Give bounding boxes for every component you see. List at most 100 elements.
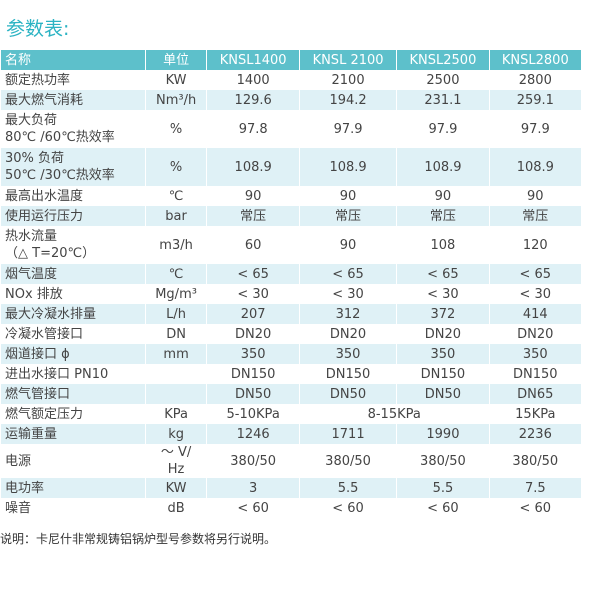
unit: dB [144,498,208,518]
unit: ℃ [144,264,208,284]
value: 350 [396,344,490,364]
column-header: KNSL 2100 [298,50,398,70]
unit: ℃ [144,186,208,206]
value: 90 [396,186,490,206]
value: 350 [206,344,300,364]
row-name: 燃气管接口 [0,384,146,404]
value: 常压 [298,206,398,226]
table-row: 运输重量 kg 1246 1711 1990 2236 [0,424,583,444]
table-row: 烟道接口 ϕ mm 350 350 350 350 [0,344,583,364]
value: 97.9 [396,110,490,148]
value: 380/50 [396,444,490,478]
value: 2236 [488,424,583,444]
row-name: 使用运行压力 [0,206,146,226]
value: 90 [488,186,583,206]
value: < 60 [206,498,300,518]
unit: Nm³/h [144,90,208,110]
table-row: 使用运行压力 bar 常压 常压 常压 常压 [0,206,583,226]
unit: ～ V/ Hz [144,444,208,478]
value: < 65 [488,264,583,284]
table-row: 电功率 KW 3 5.5 5.5 7.5 [0,478,583,498]
table-row: 最大负荷 80℃ /60℃热效率% 97.8 97.9 97.9 97.9 [0,110,583,148]
row-name: 最大负荷 80℃ /60℃热效率 [0,110,146,148]
spec-table: 名称 单位 KNSL1400 KNSL 2100 KNSL2500 KNSL2800 额定热… [0,50,583,518]
row-name: 额定热功率 [0,70,146,90]
value: 2100 [298,70,398,90]
value: 90 [298,186,398,206]
value: 108.9 [206,148,300,186]
value: 常压 [488,206,583,226]
value: 380/50 [206,444,300,478]
row-name: 噪音 [0,498,146,518]
unit: KW [144,478,208,498]
header-row: 名称 单位 KNSL1400 KNSL 2100 KNSL2500 KNSL2800 [0,50,583,70]
row-name: 最高出水温度 [0,186,146,206]
value: DN20 [298,324,398,344]
table-row: 冷凝水管接口 DN DN20 DN20 DN20 DN20 [0,324,583,344]
value: DN50 [206,384,300,404]
unit: KW [144,70,208,90]
value: DN150 [206,364,300,384]
value: 2500 [396,70,490,90]
table-row: 燃气额定压力 KPa 5-10KPa 8-15KPa 15KPa [0,404,583,424]
row-name: 运输重量 [0,424,146,444]
value: 1711 [298,424,398,444]
value: < 65 [298,264,398,284]
row-name: 进出水接口 PN10 [0,364,146,384]
value: DN20 [206,324,300,344]
table-row: 最大冷凝水排量 L/h 207 312 372 414 [0,304,583,324]
value: 380/50 [298,444,398,478]
value: 5.5 [396,478,490,498]
value: < 60 [298,498,398,518]
value: 350 [488,344,583,364]
value: 90 [298,226,398,264]
value: 207 [206,304,300,324]
table-row: NOx 排放 Mg/m³ < 30 < 30 < 30 < 30 [0,284,583,304]
value: 3 [206,478,300,498]
value: 7.5 [488,478,583,498]
value: < 30 [396,284,490,304]
value: 15KPa [488,404,583,424]
table-row: 电源～ V/ Hz 380/50 380/50 380/50 380/50 [0,444,583,478]
value: 312 [298,304,398,324]
value: 1400 [206,70,300,90]
row-name: 烟道接口 ϕ [0,344,146,364]
value: 常压 [206,206,300,226]
value: < 30 [488,284,583,304]
note: 说明：卡尼什非常规铸铝锅炉型号参数将另行说明。 [0,532,277,546]
row-name: 最大冷凝水排量 [0,304,146,324]
row-name: 烟气温度 [0,264,146,284]
unit: m3/h [144,226,208,264]
unit: L/h [144,304,208,324]
value: < 30 [298,284,398,304]
column-header: 名称 [0,50,146,70]
table-row: 额定热功率 KW 1400 2100 2500 2800 [0,70,583,90]
row-name: 燃气额定压力 [0,404,146,424]
unit: kg [144,424,208,444]
value: 231.1 [396,90,490,110]
value: DN150 [298,364,398,384]
row-name: NOx 排放 [0,284,146,304]
value: 120 [488,226,583,264]
value: DN150 [396,364,490,384]
value: DN50 [298,384,398,404]
value: 97.9 [488,110,583,148]
row-name: 电功率 [0,478,146,498]
table-row: 30% 负荷 50℃ /30℃热效率% 108.9 108.9 108.9 108.9 [0,148,583,186]
value: 259.1 [488,90,583,110]
value: 5-10KPa [206,404,300,424]
unit [144,384,208,404]
value: 108 [396,226,490,264]
column-header: KNSL2800 [488,50,583,70]
unit [144,364,208,384]
value: DN20 [396,324,490,344]
column-header: 单位 [144,50,208,70]
value: DN150 [488,364,583,384]
table-row: 热水流量 （△ T=20℃） m3/h 60 90 108 120 [0,226,583,264]
unit: DN [144,324,208,344]
value: 108.9 [298,148,398,186]
value: 108.9 [488,148,583,186]
unit: Mg/m³ [144,284,208,304]
value: 350 [298,344,398,364]
